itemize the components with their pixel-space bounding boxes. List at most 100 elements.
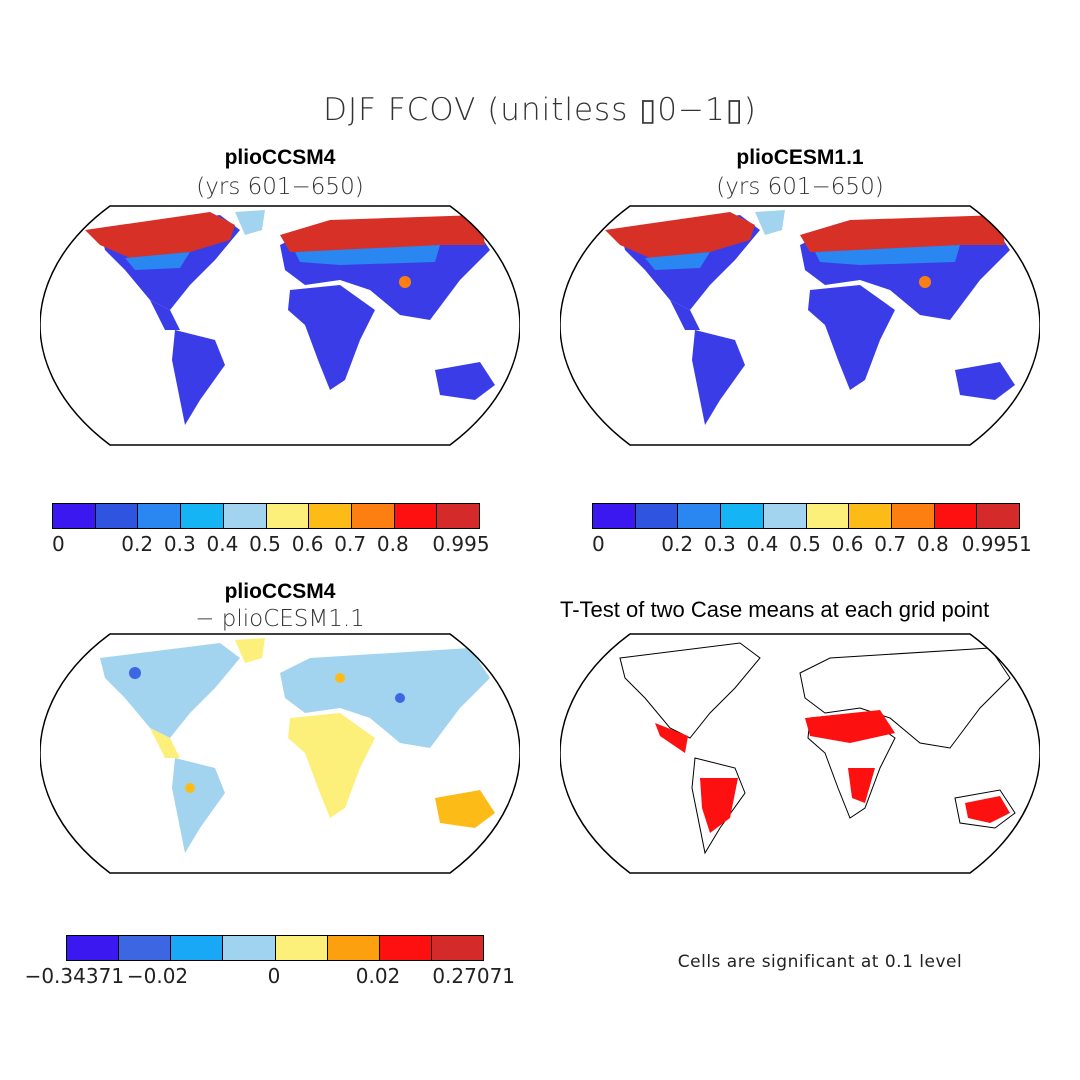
colorbar-tick-label: 0.995 (432, 532, 490, 556)
colorbar-1 (52, 503, 480, 529)
colorbar-swatch (309, 504, 352, 528)
sa-land (172, 330, 225, 425)
panel2-map-svg (559, 205, 1041, 462)
na-mid (645, 252, 710, 270)
colorbar-tick-label: 0.6 (291, 532, 324, 556)
colorbar-1-ticks: 0 0.2 0.3 0.4 0.5 0.6 0.7 0.8 0.995 (52, 532, 490, 558)
colorbar-swatch (431, 936, 483, 960)
panel2-subtitle: (yrs 601−650) (716, 174, 884, 200)
sig-ca (655, 723, 688, 753)
colorbar-swatch (95, 504, 139, 528)
ca-land (670, 300, 700, 330)
colorbar-tick-label: 0.8 (916, 532, 949, 556)
colorbar-tick-label: 0.5 (249, 532, 281, 556)
sig-sa (700, 778, 738, 833)
significance-note: Cells are significant at 0.1 level (677, 952, 963, 972)
colorbar-tick-label: 0.4 (206, 532, 239, 556)
colorbar-swatch (138, 504, 182, 528)
panel3-map (39, 618, 521, 894)
colorbar-swatch (934, 504, 978, 528)
panel2-map (559, 190, 1041, 466)
panel4-title: T-Test of two Case means at each grid po… (560, 597, 990, 622)
australia-land (435, 362, 495, 400)
colorbar-swatch (721, 504, 764, 528)
colorbar-swatch (593, 504, 636, 528)
colorbar-swatch (763, 504, 807, 528)
panel1-map-svg (39, 205, 521, 462)
colorbar-tick-label: 0.27071 (432, 964, 516, 988)
sa-outline (691, 757, 746, 855)
colorbar-swatch (181, 504, 224, 528)
colorbar-tick-label: 0.8 (376, 532, 409, 556)
colorbar-tick-label: 0.6 (831, 532, 864, 556)
panel1-map (39, 190, 521, 466)
sig-australia (965, 796, 1010, 823)
colorbar-tick-label: 0.9951 (961, 532, 1032, 556)
colorbar-swatch (327, 936, 380, 960)
diff-blob (185, 783, 195, 793)
panel3-subtitle: − plioCESM1.1 (195, 606, 365, 632)
eurasia-snow (800, 215, 1005, 252)
panel3-title: plioCCSM4 (224, 580, 336, 603)
na-snow (605, 212, 755, 258)
sig-sahara (805, 710, 895, 743)
africa-land (288, 285, 375, 390)
australia-land (955, 362, 1015, 400)
sa-land (692, 330, 745, 425)
colorbar-tick-label: 0.3 (163, 532, 196, 556)
antarctica (120, 450, 470, 462)
diff-blob (335, 673, 345, 683)
eurasia-mid (295, 245, 440, 265)
na-outline (619, 642, 761, 739)
panel4-globe-outline (559, 633, 1041, 874)
colorbar-2-ticks: 0 0.2 0.3 0.4 0.5 0.6 0.7 0.8 0.9951 (592, 532, 1032, 558)
colorbar-tick-label: 0.7 (334, 532, 367, 556)
colorbar-tick-label: 0.5 (789, 532, 821, 556)
figure-title: DJF FCOV (unitless ▯0−1▯) (323, 92, 757, 128)
colorbar-swatch (119, 936, 172, 960)
colorbar-tick-label: 0.2 (661, 532, 694, 556)
colorbar-swatch (67, 936, 120, 960)
colorbar-3-ticks: −0.34371 −0.02 0 0.02 0.27071 (25, 964, 515, 990)
australia-land (435, 790, 495, 828)
colorbar-swatch (351, 504, 395, 528)
antarctica (640, 450, 990, 462)
africa-land (808, 285, 895, 390)
panel1-subtitle: (yrs 601−650) (196, 174, 364, 200)
colorbar-swatch (635, 504, 679, 528)
sa-land (172, 758, 225, 853)
colorbar-tick-label: 0.3 (703, 532, 736, 556)
colorbar-swatch (806, 504, 850, 528)
na-land (100, 643, 240, 738)
na-snow (85, 212, 235, 258)
colorbar-tick-label: 0.4 (746, 532, 779, 556)
panel3-globe-outline (39, 633, 521, 874)
tibet-patch (919, 276, 931, 288)
colorbar-2 (592, 503, 1020, 529)
colorbar-swatch (379, 936, 432, 960)
sig-africa-south (848, 768, 875, 803)
diff-blob (395, 693, 405, 703)
eurasia-mid (815, 245, 960, 265)
panel2-title: plioCESM1.1 (736, 146, 864, 169)
colorbar-swatch (394, 504, 438, 528)
panel3-map-svg (39, 633, 521, 874)
greenland (235, 210, 265, 235)
eurasia-land (280, 648, 490, 748)
panel4-map-svg (559, 633, 1041, 874)
colorbar-tick-label: 0.2 (121, 532, 154, 556)
colorbar-tick-label: 0 (592, 532, 605, 556)
panel1-globe-outline (39, 205, 521, 446)
na-mid (125, 252, 190, 270)
panel1-title: plioCCSM4 (224, 146, 336, 169)
colorbar-swatch (437, 504, 480, 528)
greenland (755, 210, 785, 235)
colorbar-swatch (678, 504, 722, 528)
panel4-map (559, 618, 1041, 894)
ca-land (150, 728, 180, 758)
greenland (235, 638, 265, 663)
colorbar-swatch (849, 504, 892, 528)
tibet-patch (399, 276, 411, 288)
colorbar-swatch (266, 504, 310, 528)
colorbar-swatch (171, 936, 224, 960)
